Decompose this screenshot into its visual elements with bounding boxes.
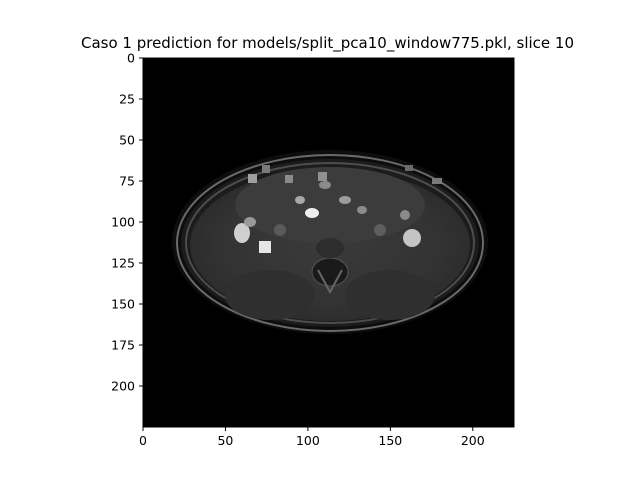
y-axis: 0 25 50 75 100 125 150 175 200 <box>111 51 143 394</box>
y-tick-label: 25 <box>119 92 135 107</box>
mri-slice <box>172 150 488 334</box>
plot-title: Caso 1 prediction for models/split_pca10… <box>80 34 575 52</box>
y-tick-label: 75 <box>119 174 135 189</box>
y-tick-label: 150 <box>111 297 135 312</box>
x-tick-label: 100 <box>296 433 320 448</box>
x-tick-label: 0 <box>139 433 147 448</box>
y-tick-label: 50 <box>119 133 135 148</box>
y-tick-label: 175 <box>111 338 135 353</box>
y-tick-label: 100 <box>111 215 135 230</box>
x-tick-label: 150 <box>378 433 402 448</box>
axes-frame <box>142 57 515 428</box>
y-tick-label: 125 <box>111 256 135 271</box>
y-tick-label: 200 <box>111 379 135 394</box>
x-tick-label: 200 <box>461 433 485 448</box>
x-tick-label: 50 <box>217 433 233 448</box>
x-axis: 0 50 100 150 200 <box>139 427 485 448</box>
y-tick-label: 0 <box>127 51 135 66</box>
